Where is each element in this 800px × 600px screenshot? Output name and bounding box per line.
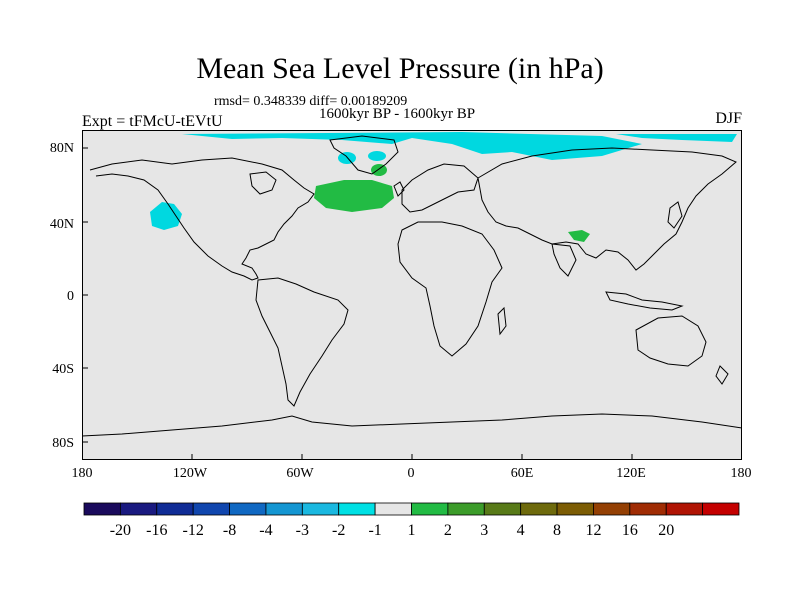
colorbar-label: 12 bbox=[585, 522, 601, 539]
coast-south-america bbox=[255, 277, 349, 407]
colorbar-label: 16 bbox=[622, 522, 638, 539]
world-map bbox=[82, 130, 742, 460]
coast-north-america bbox=[89, 157, 315, 281]
colorbar-swatch bbox=[520, 502, 558, 516]
coast-indonesia bbox=[605, 291, 684, 311]
lon-label-0: 0 bbox=[407, 466, 415, 481]
coast-australia bbox=[635, 315, 707, 367]
colorbar-swatch bbox=[411, 502, 449, 516]
colorbar-swatch bbox=[229, 502, 267, 516]
lon-label-120w: 120W bbox=[172, 466, 208, 481]
lat-label-40n: 40N bbox=[49, 217, 74, 232]
colorbar-swatch bbox=[338, 502, 376, 516]
coast-india bbox=[551, 243, 577, 277]
lon-label-120e: 120E bbox=[616, 466, 646, 481]
colorbar-swatch bbox=[83, 502, 121, 516]
coast-europe bbox=[401, 163, 479, 213]
colorbar-label: -8 bbox=[223, 522, 236, 539]
lon-label-180e: 180 bbox=[730, 466, 752, 481]
anomaly-arctic-east-negative bbox=[616, 134, 737, 142]
colorbar-swatch bbox=[374, 502, 412, 516]
lon-label-60e: 60E bbox=[510, 466, 534, 481]
lat-label-80n: 80N bbox=[49, 141, 74, 156]
coast-africa bbox=[397, 221, 503, 357]
coast-uk bbox=[393, 181, 405, 197]
season-label: DJF bbox=[715, 110, 742, 127]
period-label: 1600kyr BP - 1600kyr BP bbox=[319, 106, 476, 122]
colorbar-label: 20 bbox=[658, 522, 674, 539]
lon-label-180w: 180 bbox=[71, 466, 93, 481]
colorbar-label: 2 bbox=[444, 522, 452, 539]
lat-label-0: 0 bbox=[67, 289, 74, 304]
stats-label: rmsd= 0.348339 diff= 0.00189209 bbox=[214, 94, 408, 109]
colorbar-swatch bbox=[156, 502, 194, 516]
colorbar-label: 1 bbox=[408, 522, 416, 539]
colorbar-swatch bbox=[119, 502, 158, 516]
colorbar-swatch bbox=[192, 502, 230, 516]
anomaly-iceland-positive bbox=[371, 164, 387, 176]
colorbar-swatch bbox=[593, 502, 631, 516]
colorbar-label: -12 bbox=[183, 522, 204, 539]
colorbar-label: 3 bbox=[480, 522, 488, 539]
lat-label-80s: 80S bbox=[52, 436, 74, 451]
anomaly-baffin-negative bbox=[338, 152, 356, 164]
lon-label-60w: 60W bbox=[286, 466, 314, 481]
colorbar-label: -1 bbox=[368, 522, 381, 539]
colorbar-label: 8 bbox=[553, 522, 561, 539]
map-title: Mean Sea Level Pressure (in hPa) bbox=[196, 52, 604, 85]
coast-japan bbox=[667, 201, 683, 229]
colorbar-label: -3 bbox=[296, 522, 309, 539]
colorbar-label: -2 bbox=[332, 522, 345, 539]
map-background bbox=[82, 130, 742, 460]
colorbar-swatch bbox=[301, 502, 340, 516]
colorbar-label: -20 bbox=[110, 522, 131, 539]
colorbar-label: 4 bbox=[517, 522, 525, 539]
coast-asia bbox=[477, 147, 737, 271]
anomaly-tibet-positive bbox=[568, 230, 590, 242]
coast-new-zealand bbox=[715, 365, 729, 385]
anomaly-arctic-negative bbox=[182, 132, 642, 160]
colorbar-swatch bbox=[556, 502, 594, 516]
colorbar-label: -4 bbox=[259, 522, 272, 539]
colorbar-swatch bbox=[665, 502, 704, 516]
coast-hudson-bay bbox=[249, 171, 277, 195]
axis-ticks bbox=[82, 147, 633, 460]
coast-greenland bbox=[329, 135, 399, 175]
colorbar-swatch bbox=[265, 502, 303, 516]
coast-madagascar bbox=[497, 306, 507, 336]
colorbar-swatch bbox=[483, 502, 522, 516]
colorbar-swatch bbox=[629, 502, 667, 516]
experiment-label: Expt = tFMcU-tEVtU bbox=[82, 113, 223, 130]
coast-antarctica bbox=[82, 413, 742, 437]
colorbar-label: -16 bbox=[146, 522, 167, 539]
anomaly-pacific-negative bbox=[150, 202, 182, 230]
colorbar-swatch bbox=[702, 502, 740, 516]
colorbar-swatch bbox=[447, 502, 485, 516]
coastlines bbox=[82, 135, 742, 437]
anomaly-atlantic-positive bbox=[314, 180, 394, 212]
lat-label-40s: 40S bbox=[52, 362, 74, 377]
anomaly-greenland-negative bbox=[368, 151, 386, 161]
